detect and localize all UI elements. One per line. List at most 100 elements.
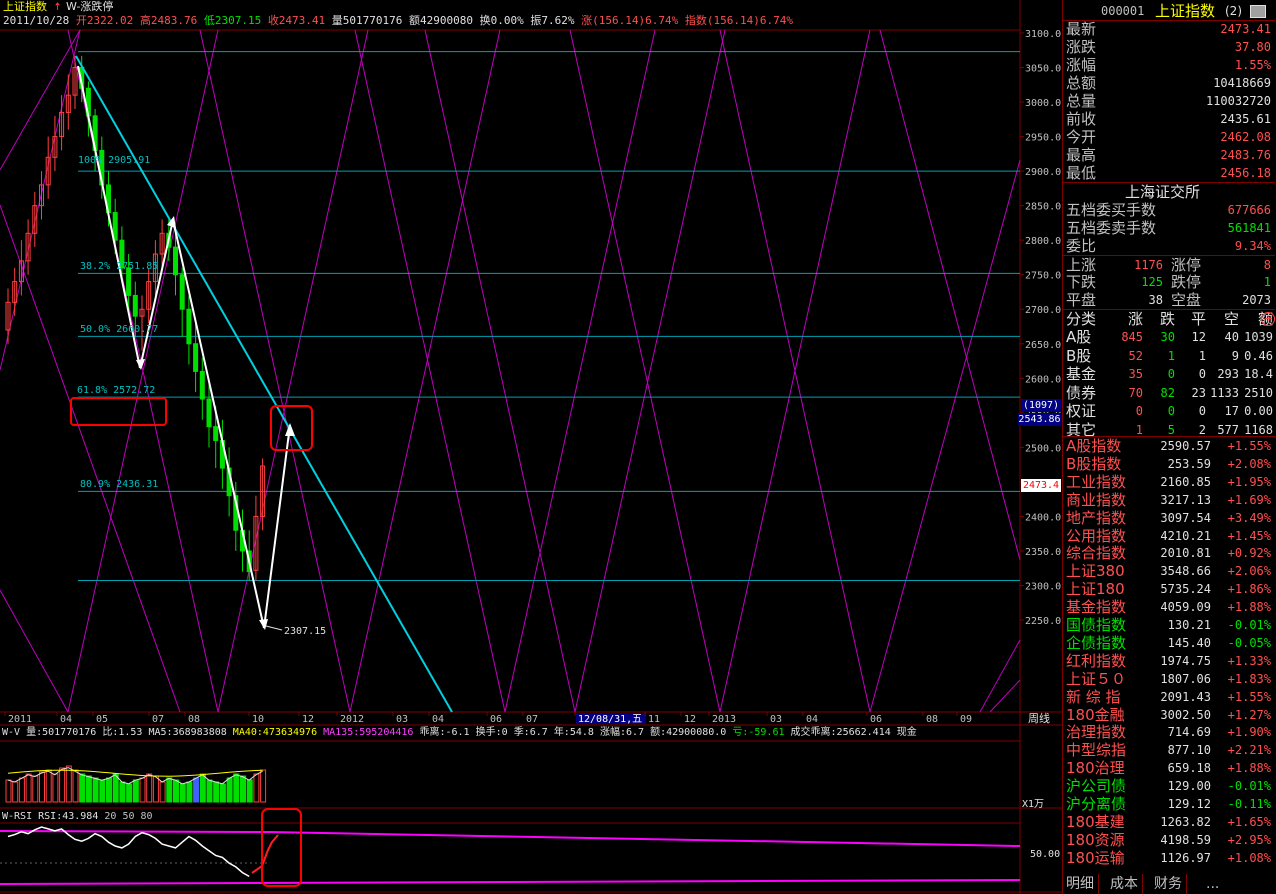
tab-more[interactable]: ... [1206,876,1220,892]
category-row[interactable]: 基金 35 0 0 293 18.4 [1063,365,1275,383]
calculator-icon[interactable] [1250,5,1266,18]
price-tick: 2500.0 [1025,443,1061,454]
index-row[interactable]: 180金融 3002.50 +1.27% [1063,706,1275,724]
index-value: 1807.06 [1160,671,1211,686]
index-row[interactable]: 公用指数 4210.21 +1.45% [1063,527,1275,545]
quote-row: 最高 2483.76 [1063,146,1275,164]
category-row[interactable]: 权证 0 0 0 17 0.00 [1063,402,1275,420]
quote-row-value: 2473.41 [1220,22,1271,36]
candle-body [72,67,78,96]
price-tick: 3100.0 [1025,29,1061,40]
volume-bar [92,777,99,803]
index-row[interactable]: 180基建 1263.82 +1.65% [1063,813,1275,831]
index-name: 上证380 [1066,562,1125,581]
index-row[interactable]: 基金指数 4059.09 +1.88% [1063,598,1275,616]
index-pct: +3.49% [1227,510,1271,525]
index-name: 企债指数 [1066,633,1127,652]
time-tick: 07 [152,714,164,725]
index-name: 180金融 [1066,705,1125,724]
category-row[interactable]: 债券 70 82 23 1133 2510 [1063,384,1275,402]
category-cell: 基金 [1066,365,1097,384]
index-row[interactable]: 上证５０ 1807.06 +1.83% [1063,670,1275,688]
index-row[interactable]: 综合指数 2010.81 +0.92% [1063,544,1275,562]
sell-volume-value: 561841 [1227,221,1271,235]
bar-volume: 量501770176 [331,14,403,27]
index-pct: +1.69% [1227,492,1271,507]
category-header-cell: 平 [1190,310,1206,328]
category-row[interactable]: 其它 1 5 2 577 1168 [1063,421,1275,439]
index-row[interactable]: 治理指数 714.69 +1.90% [1063,723,1275,741]
index-row[interactable]: 国债指数 130.21 -0.01% [1063,616,1275,634]
up-label: 上涨 [1066,256,1097,274]
candle-body [193,343,199,372]
category-cell: 其它 [1066,421,1097,439]
candle-body [206,398,212,428]
index-value: 4210.21 [1160,528,1211,543]
price-tick: 2250.0 [1025,616,1061,627]
index-row[interactable]: 新 综 指 2091.43 +1.55% [1063,688,1275,706]
add-circle-icon[interactable]: + [1261,312,1275,326]
category-header-cell: 跌 [1159,310,1175,328]
index-row[interactable]: 企债指数 145.40 -0.05% [1063,634,1275,652]
buy-volume-label: 五档委买手数 [1066,201,1157,219]
index-row[interactable]: 红利指数 1974.75 +1.33% [1063,652,1275,670]
rsi-levels: 20 50 80 [104,811,153,822]
volume-bar [132,779,139,803]
tab-detail[interactable]: 明细 [1062,874,1099,894]
candle-body [18,260,24,283]
fib-level-label: 100% 2905.91 [78,155,151,167]
index-row[interactable]: 沪公司债 129.00 -0.01% [1063,777,1275,795]
index-row[interactable]: 上证180 5735.24 +1.86% [1063,580,1275,598]
index-value: 3548.66 [1160,564,1211,579]
volume-bar [119,781,126,803]
ratio-value: 9.34% [1234,239,1271,253]
highlight-box [70,397,167,426]
volume-bar [193,777,200,803]
index-row[interactable]: 工业指数 2160.85 +1.95% [1063,473,1275,491]
category-row[interactable]: A股 845 30 12 40 1039 [1063,328,1275,346]
category-cell: 0 [1135,404,1143,419]
time-tick: 05 [96,714,108,725]
quote-row-label: 最高 [1066,146,1097,164]
vol-item: 量:501770176 [26,727,97,738]
index-row[interactable]: 商业指数 3217.13 +1.69% [1063,491,1275,509]
volume-indicator-name[interactable]: W-V [2,727,21,738]
tab-cost[interactable]: 成本 [1106,874,1143,894]
formula-name[interactable]: W-涨跌停 [66,0,114,13]
index-value: 2091.43 [1160,689,1211,704]
price-tick: 2400.0 [1025,512,1061,523]
volume-bar [59,767,66,803]
index-row[interactable]: B股指数 253.59 +2.08% [1063,455,1275,473]
index-row[interactable]: 中型综指 877.10 +2.21% [1063,741,1275,759]
fib-level-label: 38.2% 2751.85 [80,261,159,273]
index-name: 上证指数 [3,0,47,13]
chart-canvas[interactable]: 2307.15 3100.0 3050.0 3000.0 2950.0 2900.0 28… [0,0,1062,894]
vol-item: 乖离:-6.1 [419,727,470,738]
index-row[interactable]: 180治理 659.18 +1.88% [1063,759,1275,777]
time-tick: 04 [60,714,72,725]
index-row[interactable]: A股指数 2590.57 +1.55% [1063,437,1275,455]
quote-row: 最低 2456.18 [1063,164,1275,182]
index-name: B股指数 [1066,454,1122,473]
tab-finance[interactable]: 财务 [1150,874,1187,894]
volume-indicator-line: W-V 量:501770176 比:1.53 MA5:368983808 MA4… [2,726,1020,740]
period-label[interactable]: 周线 [1028,712,1050,725]
index-row[interactable]: 地产指数 3097.54 +3.49% [1063,509,1275,527]
index-row[interactable]: 沪分离债 129.12 -0.11% [1063,795,1275,813]
rsi-indicator-name[interactable]: W-RSI [2,811,33,822]
level-marker: 2543.86 [1018,413,1061,426]
index-row[interactable]: 上证380 3548.66 +2.06% [1063,562,1275,580]
candle-body [12,281,18,303]
index-row[interactable]: 180资源 4198.59 +2.95% [1063,831,1275,849]
time-tick: 04 [432,714,444,725]
volume-bar [253,773,260,803]
candle-body [179,274,185,310]
index-pct: -0.01% [1227,779,1271,794]
category-row[interactable]: B股 52 1 1 9 0.46 [1063,347,1275,365]
category-cell: 17 [1224,404,1239,419]
category-cell: 35 [1128,367,1143,382]
category-cell: 1 [1167,348,1175,363]
index-row[interactable]: 180运输 1126.97 +1.08% [1063,849,1275,867]
quote-row-value: 37.80 [1234,40,1271,54]
volume-bar [72,769,79,803]
